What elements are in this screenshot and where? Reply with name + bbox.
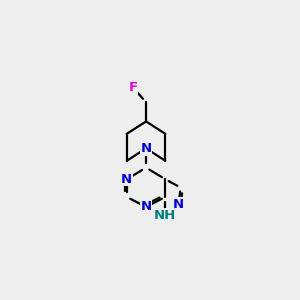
Text: N: N bbox=[140, 142, 152, 155]
Text: F: F bbox=[128, 81, 137, 94]
Text: N: N bbox=[173, 198, 184, 211]
Text: N: N bbox=[140, 200, 152, 213]
Text: NH: NH bbox=[154, 209, 176, 222]
Text: N: N bbox=[121, 173, 132, 186]
